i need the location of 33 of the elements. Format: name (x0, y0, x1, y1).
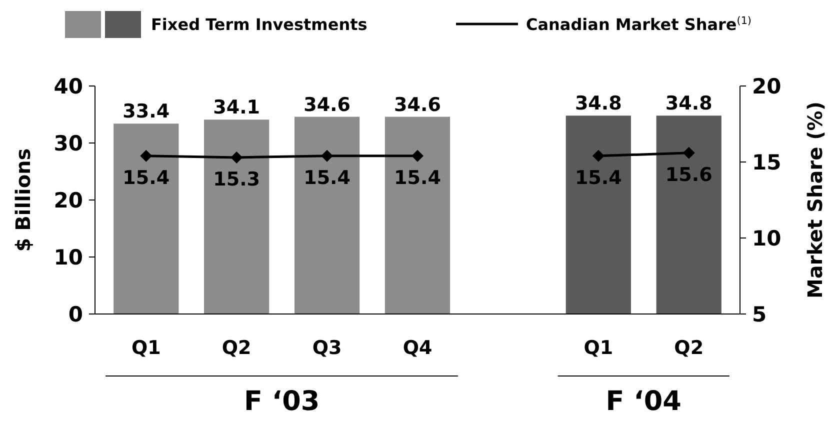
y2-tick-label: 5 (752, 302, 767, 326)
x-tick-label: Q3 (312, 337, 342, 359)
x-tick-label: Q4 (402, 337, 432, 359)
x-tick-label: Q2 (674, 337, 704, 359)
data-label: 34.1 (213, 96, 260, 119)
y-tick-label: 0 (68, 302, 83, 326)
legend-label: Fixed Term Investments (151, 15, 368, 34)
data-label: 34.6 (304, 94, 350, 116)
y2-tick-label: 15 (752, 150, 782, 174)
y-tick-label: 10 (54, 245, 83, 270)
data-label: 33.4 (122, 100, 170, 123)
y2-axis-title: Market Share (%) (803, 102, 827, 298)
x-tick-label: Q1 (131, 337, 161, 359)
data-label: 34.8 (665, 92, 712, 115)
x-tick-label: Q2 (222, 337, 252, 359)
text: F ‘03 (244, 386, 320, 417)
data-label: 15.4 (304, 166, 350, 189)
text: F ‘04 (606, 386, 682, 417)
data-label: 15.6 (665, 164, 712, 186)
data-label: 15.3 (213, 168, 260, 190)
y2-tick-label: 10 (752, 226, 782, 250)
y-tick-label: 30 (54, 131, 83, 156)
x-tick-label: Q1 (584, 337, 614, 359)
data-label: 34.8 (574, 92, 622, 115)
data-label: 15.4 (394, 166, 441, 189)
y-tick-label: 40 (54, 74, 83, 98)
y2-tick-label: 20 (752, 74, 782, 98)
legend-label: Canadian Market Share$^{(1)}$ (526, 15, 752, 34)
data-label: 34.6 (394, 94, 441, 116)
data-label: 15.4 (574, 166, 622, 189)
y-axis-title: $ Billions (11, 148, 35, 252)
data-label: 15.4 (122, 166, 170, 189)
y-tick-label: 20 (54, 188, 83, 212)
